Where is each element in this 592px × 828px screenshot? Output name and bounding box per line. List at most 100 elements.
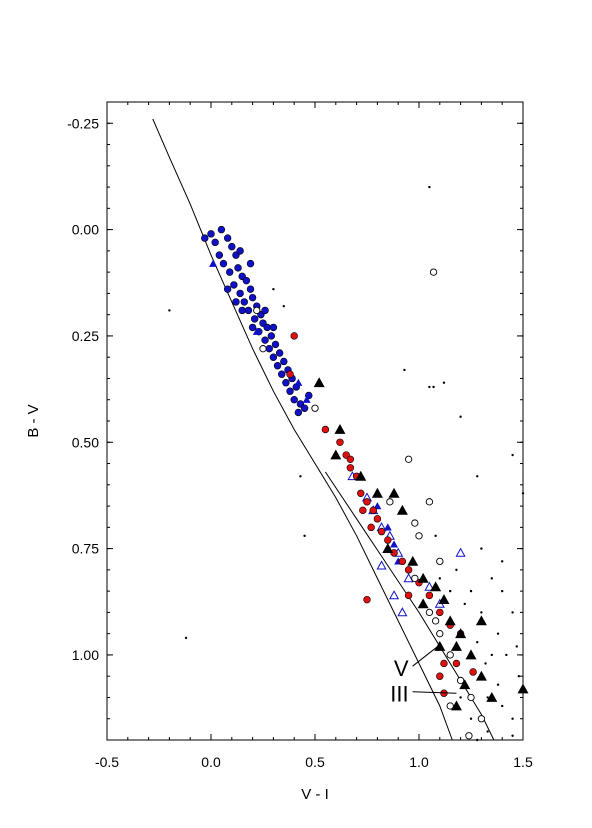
y-tick-label: 0.75 — [72, 541, 99, 557]
data-point — [336, 438, 344, 446]
data-point — [404, 566, 413, 574]
data-point — [446, 651, 454, 659]
data-point — [469, 668, 477, 676]
data-point — [330, 449, 342, 460]
annotation-label: III — [390, 682, 408, 707]
data-point — [397, 607, 408, 617]
y-axis-title: B - V — [25, 404, 42, 437]
data-point — [430, 581, 442, 592]
data-point — [369, 506, 377, 515]
data-point — [407, 555, 419, 566]
data-point — [511, 717, 514, 720]
annotation-leader — [412, 646, 439, 667]
data-point — [411, 574, 419, 583]
data-point — [469, 717, 473, 720]
data-point — [404, 455, 413, 463]
data-point — [282, 304, 285, 308]
x-tick-label: 0.0 — [201, 754, 221, 770]
annotation-label: V — [394, 656, 409, 681]
data-point — [431, 617, 440, 625]
data-point — [417, 572, 429, 583]
data-point — [436, 557, 444, 566]
x-tick-label: -0.5 — [95, 754, 119, 770]
data-point — [382, 543, 394, 553]
plot-frame — [106, 101, 524, 741]
data-point — [428, 185, 431, 189]
data-point — [248, 323, 257, 332]
data-point — [515, 645, 518, 648]
data-point — [234, 264, 242, 272]
data-point — [432, 385, 435, 389]
data-point — [299, 475, 302, 478]
data-point — [168, 309, 171, 312]
data-point — [424, 581, 435, 591]
data-point — [396, 504, 408, 515]
data-point — [248, 293, 257, 302]
data-point — [490, 577, 493, 580]
data-point — [223, 285, 232, 293]
data-point — [215, 251, 224, 259]
data-point — [465, 649, 477, 660]
data-point — [286, 370, 294, 378]
data-point — [442, 381, 446, 384]
data-point — [388, 590, 400, 600]
data-point — [434, 534, 437, 538]
data-point — [269, 323, 278, 332]
data-point — [455, 547, 466, 557]
data-point — [501, 589, 504, 593]
data-point — [467, 693, 475, 702]
data-point — [271, 340, 280, 349]
data-point — [484, 662, 487, 665]
data-point — [480, 611, 483, 614]
data-point — [272, 287, 275, 291]
data-point — [511, 734, 514, 737]
data-point — [367, 523, 375, 532]
data-point — [252, 327, 261, 335]
data-point — [286, 387, 294, 395]
data-point — [246, 285, 255, 293]
data-point — [404, 591, 413, 600]
data-point — [311, 404, 319, 412]
data-point — [211, 238, 219, 247]
data-point — [321, 425, 330, 434]
data-point — [425, 608, 434, 617]
data-point — [250, 315, 259, 323]
y-tick-label: 1.00 — [72, 647, 99, 663]
data-point — [302, 395, 311, 403]
data-point — [371, 487, 383, 498]
y-tick-label: 0.50 — [72, 434, 99, 450]
data-point — [486, 730, 489, 733]
data-point — [480, 547, 483, 550]
data-point — [496, 632, 500, 635]
data-point — [429, 268, 438, 276]
data-point — [475, 670, 487, 681]
data-point — [486, 696, 489, 699]
data-point — [455, 568, 458, 572]
data-point — [228, 242, 236, 251]
data-point — [459, 415, 462, 418]
data-point — [446, 702, 454, 710]
data-point — [217, 225, 226, 234]
data-point — [436, 608, 444, 617]
data-point — [436, 672, 444, 680]
data-point — [455, 628, 467, 639]
data-point — [261, 336, 269, 344]
data-point — [219, 259, 228, 268]
data-point — [244, 306, 253, 315]
sequence-curves — [152, 118, 495, 741]
curve-III — [324, 471, 495, 741]
data-point — [201, 234, 209, 242]
data-point — [226, 268, 234, 276]
data-point — [253, 306, 261, 315]
data-point — [184, 636, 188, 640]
data-point — [438, 577, 441, 580]
data-point — [232, 298, 240, 306]
data-point — [290, 396, 298, 404]
data-point — [223, 234, 232, 242]
data-points — [168, 185, 529, 742]
data-point — [417, 598, 429, 609]
data-point — [346, 464, 355, 472]
data-point — [230, 281, 238, 289]
data-point — [398, 557, 407, 566]
